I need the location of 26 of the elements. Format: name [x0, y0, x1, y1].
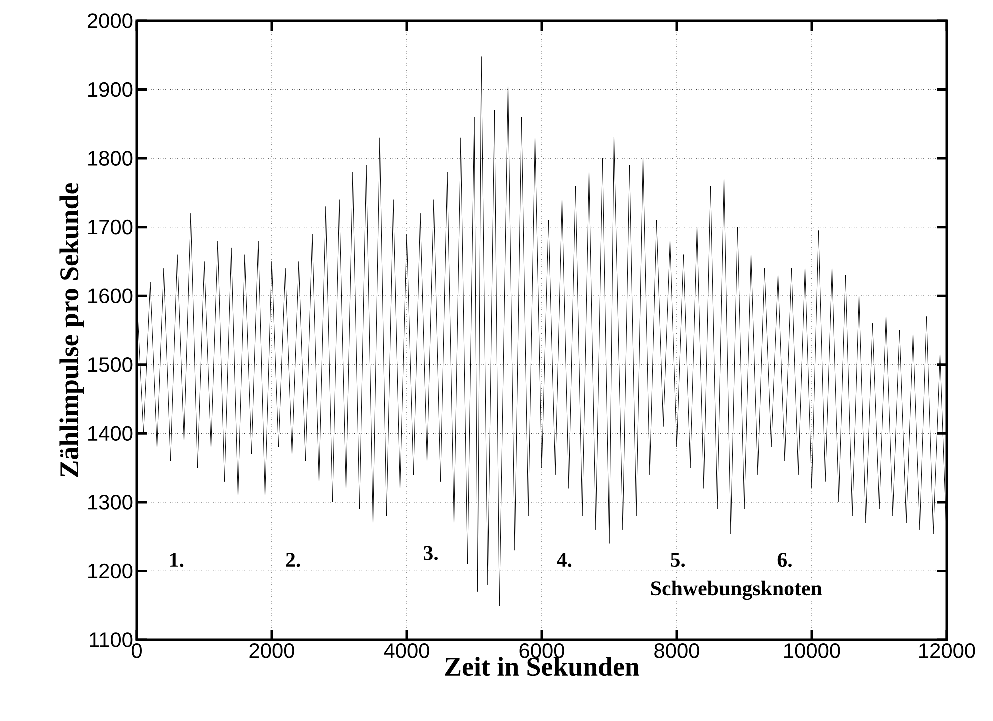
y-axis-title: Zählimpulse pro Sekunde	[60, 183, 84, 477]
y-tick-label: 1200	[88, 564, 133, 579]
y-tick-label: 1300	[88, 495, 133, 510]
x-tick-label: 0	[132, 644, 142, 658]
y-tick-label: 1400	[88, 426, 133, 442]
x-tick-label: 6000	[520, 644, 564, 658]
x-tick-label: 8000	[654, 644, 700, 658]
annotation: 5.	[671, 553, 686, 568]
x-tick-label: 2000	[250, 644, 294, 658]
y-tick-label: 1100	[90, 632, 133, 648]
annotation: 4.	[557, 553, 572, 568]
y-tick-label: 1700	[88, 220, 133, 235]
annotation: 3.	[424, 546, 438, 560]
x-axis-title: Zeit in Sekunden	[445, 657, 640, 676]
y-tick-label: 1600	[88, 288, 133, 304]
annotation: 6.	[778, 553, 792, 568]
annotation: Schwebungsknoten	[651, 580, 822, 600]
annotation: 2.	[286, 553, 300, 568]
y-tick-label: 2000	[88, 14, 133, 28]
x-tick-label: 12000	[920, 644, 976, 658]
x-tick-label: 10000	[784, 644, 840, 658]
y-tick-label: 1900	[88, 82, 133, 98]
annotation: 1.	[170, 553, 184, 568]
x-tick-label: 4000	[384, 644, 430, 658]
y-tick-label: 1800	[88, 151, 133, 166]
y-tick-label: 1500	[88, 357, 133, 372]
